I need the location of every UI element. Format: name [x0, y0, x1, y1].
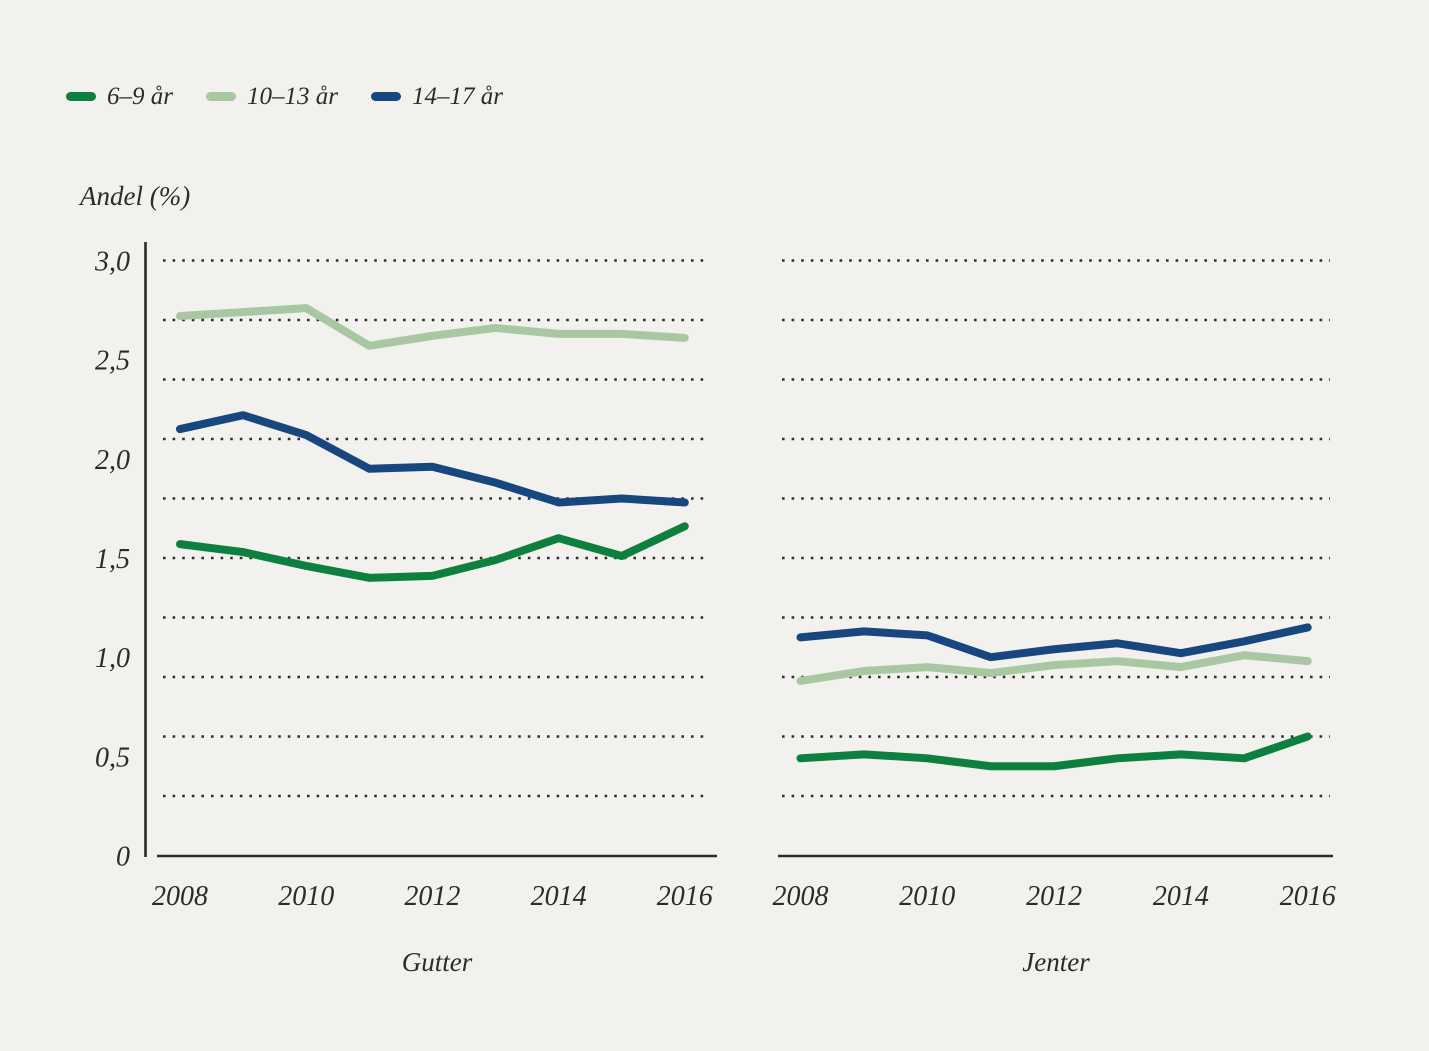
panel-title-jenter: Jenter	[1022, 947, 1090, 977]
x-tick-label: 2016	[1280, 881, 1336, 912]
y-tick-label: 1,0	[95, 643, 130, 674]
legend-item-6-9: 6–9 år	[66, 84, 173, 109]
y-tick-label: 3,0	[94, 247, 130, 278]
legend-swatch-6-9-icon	[66, 92, 96, 101]
x-tick-label: 2010	[899, 881, 955, 912]
x-tick-label: 2010	[278, 881, 334, 912]
y-tick-label: 1,5	[95, 544, 130, 575]
x-tick-label: 2016	[657, 881, 713, 912]
y-axis-title: Andel (%)	[80, 181, 191, 211]
legend-label-6-9: 6–9 år	[107, 83, 173, 110]
x-tick-label: 2012	[1026, 881, 1082, 912]
series-line-14-17-jenter	[796, 623, 1312, 662]
x-tick-label: 2008	[773, 881, 829, 912]
y-tick-label: 0	[116, 842, 130, 873]
y-tick-label: 2,0	[95, 445, 130, 476]
panel-title-gutter: Gutter	[402, 947, 473, 977]
x-tick-label: 2012	[404, 881, 460, 912]
y-tick-label: 2,5	[95, 346, 130, 377]
legend-item-14-17: 14–17 år	[370, 83, 503, 110]
legend-swatch-10-13-icon	[205, 92, 236, 101]
x-tick-label: 2014	[531, 881, 587, 912]
series-line-6-9-jenter	[796, 732, 1312, 771]
legend-item-10-13: 10–13 år	[205, 83, 338, 110]
series-line-10-13-gutter	[176, 304, 689, 350]
series-line-6-9-gutter	[176, 522, 689, 582]
x-tick-label: 2014	[1153, 881, 1209, 912]
series-line-10-13-jenter	[796, 651, 1312, 685]
x-tick-label: 2008	[152, 881, 208, 912]
y-tick-label: 0,5	[95, 742, 130, 773]
legend-label-14-17: 14–17 år	[411, 83, 503, 110]
legend-label-10-13: 10–13 år	[246, 83, 338, 110]
legend-swatch-14-17-icon	[370, 92, 401, 101]
series-line-14-17-gutter	[176, 411, 689, 507]
legend: 6–9 år 10–13 år 14–17 år	[66, 84, 503, 109]
